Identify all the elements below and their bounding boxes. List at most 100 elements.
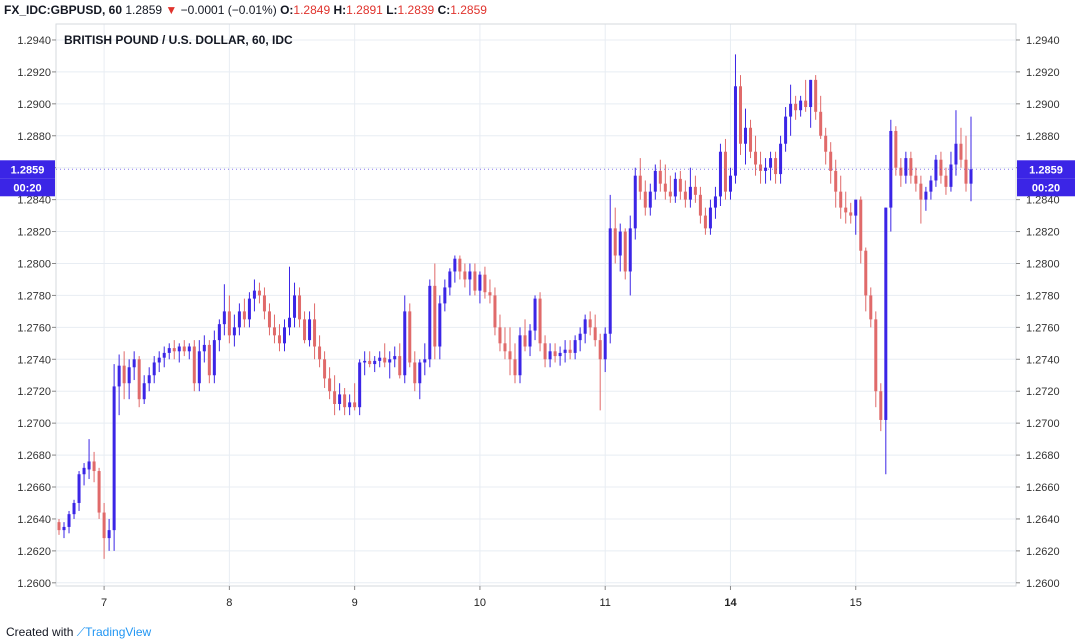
candle-body [889, 130, 893, 208]
candle [809, 79, 813, 128]
candle [573, 335, 577, 360]
candle [227, 295, 231, 344]
candle-body [749, 127, 753, 152]
candle-body [794, 103, 798, 111]
candle-body [282, 327, 286, 344]
y-tick-label: 1.2800 [17, 258, 51, 270]
price-axis-right[interactable]: 1.2600 1.2620 1.2640 1.2660 1.2680 1.2700 1.27… [1016, 35, 1060, 590]
candle [553, 343, 557, 363]
candle [969, 116, 973, 202]
candle-body [92, 461, 96, 472]
candle-body [378, 357, 382, 361]
candle [413, 351, 417, 392]
candle-body [944, 175, 948, 187]
close-label: C: [437, 3, 451, 17]
candle [142, 375, 146, 404]
candle-body [363, 360, 367, 363]
candle [513, 343, 517, 384]
candle [147, 367, 151, 392]
candle [904, 151, 908, 184]
candle-body [172, 348, 176, 352]
candle [87, 439, 91, 480]
candle-body [293, 295, 297, 318]
candle-body [137, 359, 141, 400]
candle-body [623, 231, 627, 272]
candle [784, 107, 788, 152]
candle-body [643, 191, 647, 208]
candle-body [67, 514, 71, 527]
candle-body [809, 79, 813, 108]
y-tick-label: 1.2900 [1026, 99, 1060, 111]
y-tick-label: 1.2600 [17, 578, 51, 590]
candle [814, 75, 818, 120]
plot-frame [55, 23, 1017, 587]
candle [62, 522, 66, 539]
footer-credit[interactable]: Created with ⟋TradingView [6, 624, 151, 640]
candle-body [618, 231, 622, 256]
candle [648, 183, 652, 216]
price-chart[interactable]: BRITISH POUND / U.S. DOLLAR, 60, IDC 1.2… [0, 0, 1076, 620]
candle [934, 154, 938, 187]
candle-body [573, 340, 577, 353]
candle-body [403, 311, 407, 376]
y-tick-label: 1.2940 [17, 35, 51, 47]
time-axis[interactable]: 7 8 9 10 11 14 15 [101, 586, 862, 609]
candle-body [633, 175, 637, 229]
candle [759, 151, 763, 184]
last-price-badge-label: 1.2859 [1029, 164, 1063, 176]
candle [779, 135, 783, 184]
candle-body [328, 378, 332, 392]
price-axis-left[interactable]: 1.2600 1.2620 1.2640 1.2660 1.2680 1.2700 1.27… [17, 35, 56, 590]
candle [378, 351, 382, 368]
candle-body [628, 228, 632, 272]
candle-body [934, 159, 938, 181]
candle [909, 151, 913, 184]
candle [884, 207, 888, 475]
countdown-badge-label: 00:20 [13, 182, 41, 194]
candle-body [578, 333, 582, 341]
candle [919, 175, 923, 224]
candle-body [458, 258, 462, 272]
candle [693, 175, 697, 203]
candle-body [663, 183, 667, 192]
candle [749, 119, 753, 159]
candle [899, 158, 903, 187]
candle [222, 284, 226, 336]
candle-body [819, 111, 823, 136]
candle-body [954, 143, 958, 165]
last-price-badges: 1.2859 00:20 1.2859 00:20 [0, 160, 1075, 197]
candle [488, 279, 492, 304]
candle [313, 303, 317, 360]
candle-body [904, 158, 908, 176]
candle [889, 119, 893, 232]
candle [538, 292, 542, 352]
candle-body [247, 298, 251, 320]
y-tick-label: 1.2880 [1026, 131, 1060, 143]
candle [498, 314, 502, 352]
candle [247, 292, 251, 328]
candle-body [77, 474, 81, 503]
candle [252, 279, 256, 312]
y-tick-label: 1.2760 [17, 322, 51, 334]
candle [152, 356, 156, 384]
candle-body [523, 335, 527, 347]
candle-body [72, 502, 76, 515]
candle [373, 356, 377, 373]
candle-body [754, 151, 758, 165]
candle [533, 295, 537, 341]
candle-body [97, 471, 101, 513]
candle [764, 158, 768, 184]
candle [408, 303, 412, 368]
candle-body [438, 303, 442, 347]
candle [97, 467, 101, 519]
candle [383, 343, 387, 368]
candle-body [358, 362, 362, 408]
candle [192, 340, 196, 392]
candle [954, 110, 958, 176]
candle-body [678, 178, 682, 192]
last-price-badge [0, 160, 55, 179]
candle [293, 282, 297, 328]
candle [267, 303, 271, 336]
candle [914, 167, 918, 192]
candle-body [157, 357, 161, 363]
